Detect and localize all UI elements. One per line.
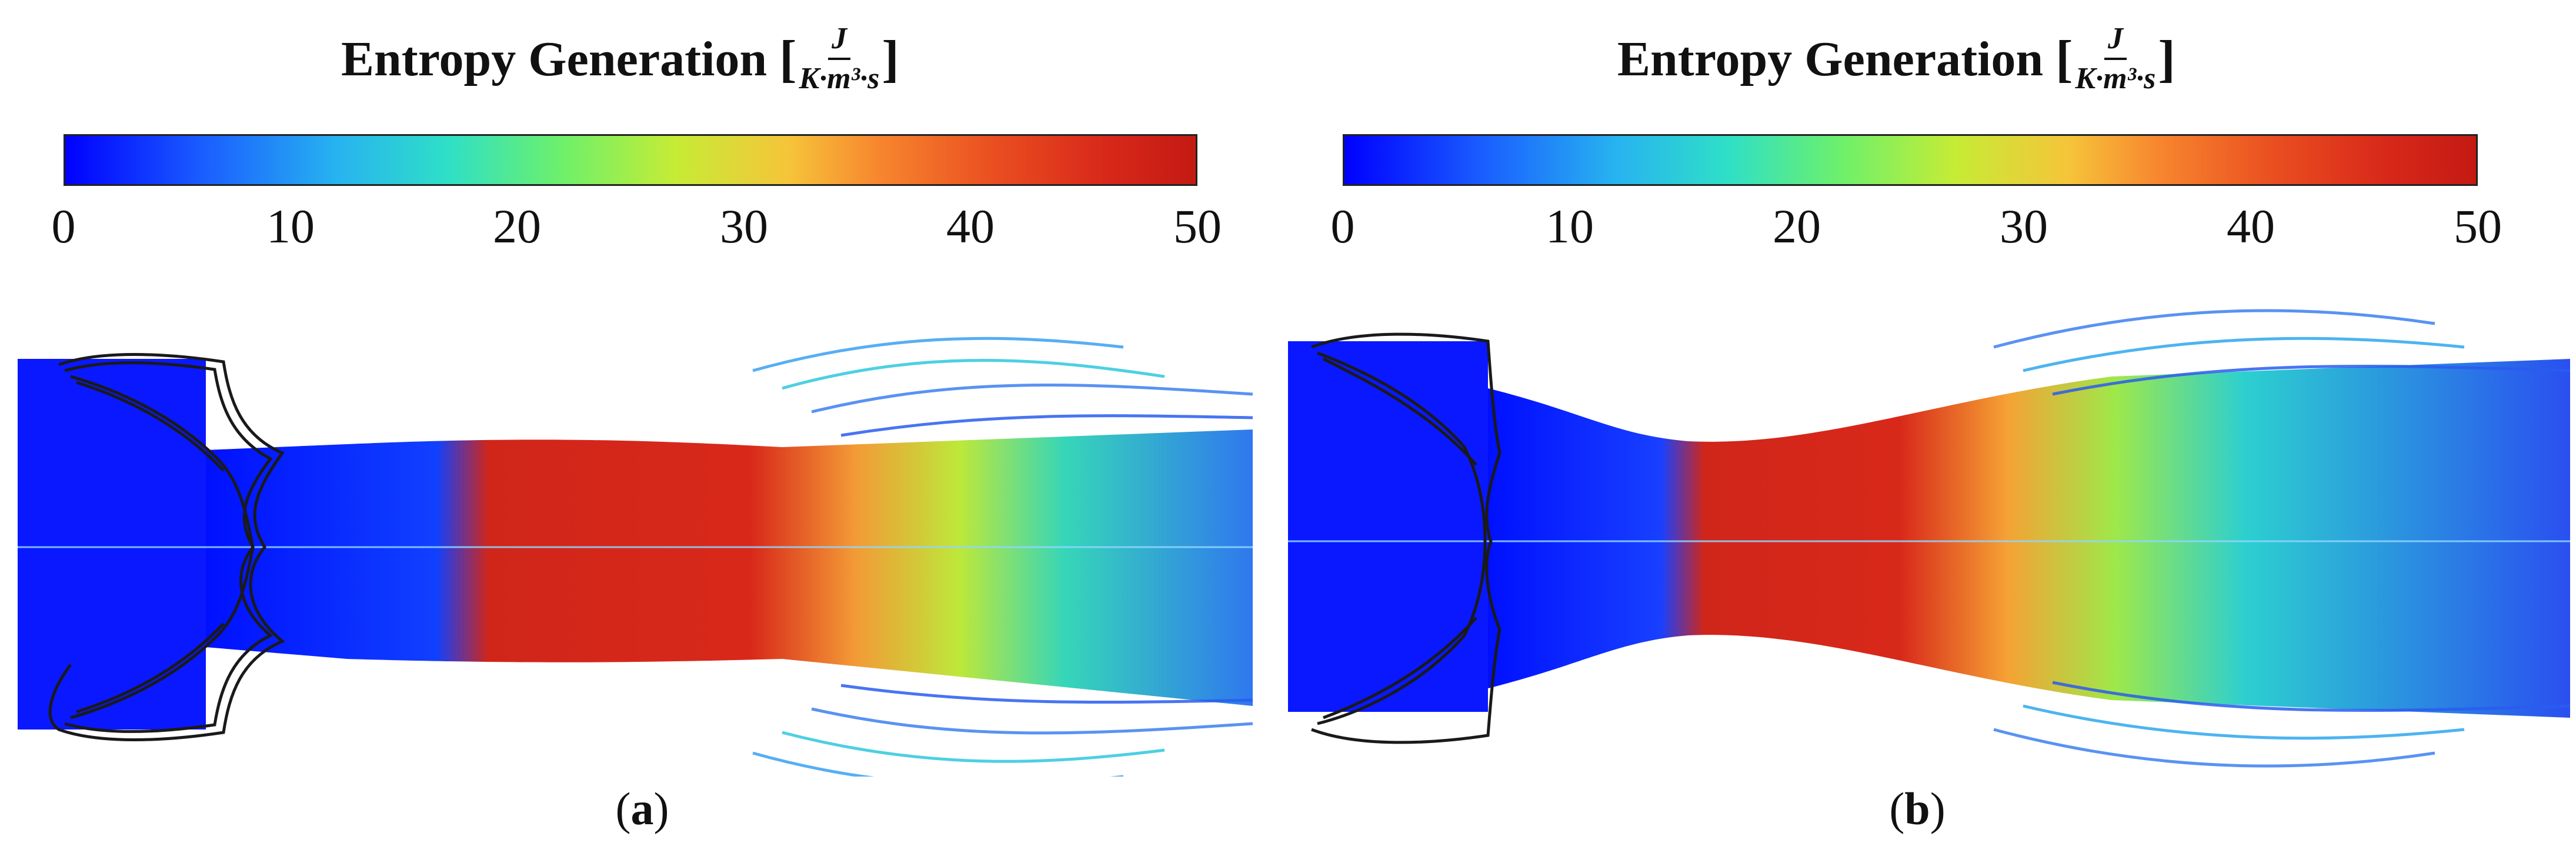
unit-numerator: J [827,24,850,60]
colorbar-tick: 50 [2454,199,2502,253]
streamline-plot [1288,309,2571,768]
jet-core [1488,359,2570,718]
colorbar [64,134,1197,186]
colorbar-tick: 10 [1546,199,1594,253]
unit-denominator: K·m³·s [799,62,880,95]
streamlines [18,337,1253,777]
title-text: Entropy Generation [1617,31,2044,86]
colorbar-tick: 40 [2227,199,2275,253]
unit-numerator: J [2104,24,2127,60]
colorbar-tick: 0 [1330,199,1355,253]
colorbar-tick: 20 [1773,199,1821,253]
colorbar-tick: 30 [2000,199,2048,253]
panel-b: Entropy Generation [J K·m³·s] 0 10 20 30 … [1288,0,2576,866]
unit-denominator: K·m³·s [2075,62,2156,95]
title-text: Entropy Generation [341,31,768,86]
valve-outline [1311,332,1501,744]
colorbar-tick: 20 [493,199,541,253]
colorbar-title: Entropy Generation [J K·m³·s] [341,22,899,95]
colorbar-tick: 0 [51,199,76,253]
colorbar-tick: 30 [720,199,768,253]
colorbar [1343,134,2478,186]
panel-caption: (a) [615,783,669,834]
unit-fraction: J K·m³·s [799,24,879,94]
colorbar-tick: 50 [1173,199,1222,253]
valve-outline [48,353,285,741]
colorbar-title: Entropy Generation [J K·m³·s] [1617,22,2175,95]
panel-a: Entropy Generation [J K·m³·s] 0 10 20 30 … [18,22,1253,834]
jet-core [206,429,1253,706]
streamline-plot [18,337,1253,777]
colorbar-tick: 10 [266,199,315,253]
colorbar-tick: 40 [946,199,995,253]
unit-fraction: J K·m³·s [2075,24,2155,94]
inlet-flow-region [1288,341,1488,712]
streamlines [1288,309,2571,768]
panel-caption: (b) [1889,783,1946,834]
inlet-flow-region [18,359,206,730]
